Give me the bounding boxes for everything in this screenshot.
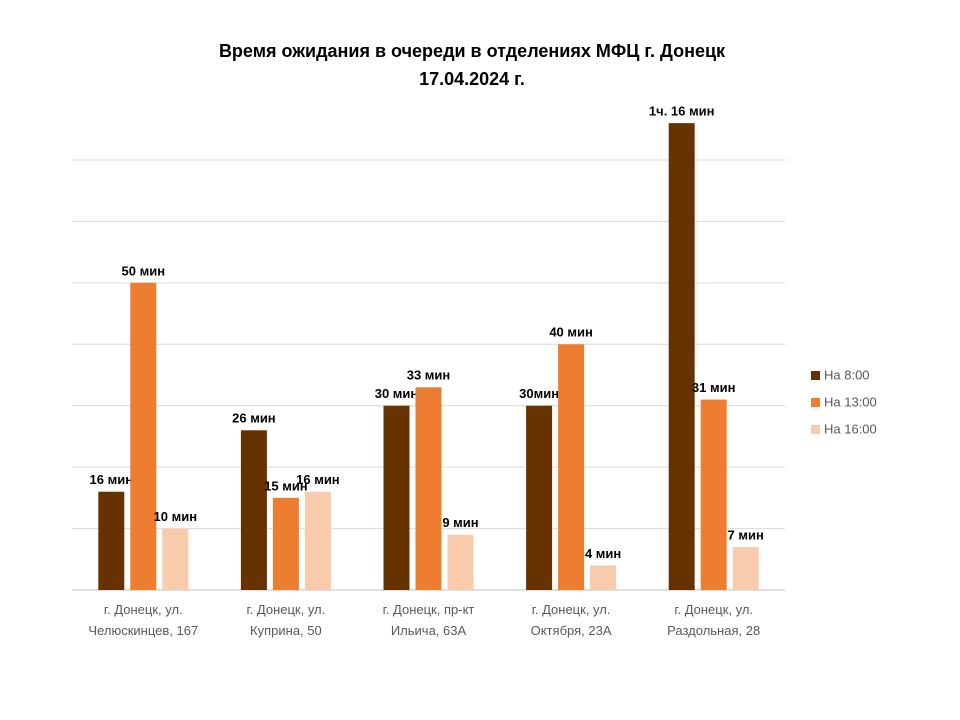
bar (668, 123, 695, 591)
chart-title: Время ожидания в очереди в отделениях МФ… (219, 41, 726, 61)
bar (304, 491, 331, 590)
bar (526, 405, 553, 590)
value-label: 40 мин (549, 325, 593, 340)
value-label: 15 мин (264, 478, 308, 493)
bar (732, 547, 759, 590)
x-tick-label: г. Донецк, ул. Куприна, 50 (247, 602, 326, 638)
bar (415, 387, 442, 590)
x-tick-label-line: г. Донецк, ул. (674, 602, 753, 617)
x-tick-label-line: г. Донецк, ул. (104, 602, 183, 617)
x-tick-label-line: Раздольная, 28 (667, 623, 760, 638)
value-label: 1ч. 16 мин (649, 104, 715, 119)
bar (272, 497, 299, 590)
x-tick-label-line: г. Донецк, ул. (532, 602, 611, 617)
bar (447, 534, 474, 590)
value-label: 30мин (519, 386, 559, 401)
legend-swatch (811, 425, 820, 434)
value-label: 10 мин (154, 509, 198, 524)
value-label: 16 мин (296, 472, 340, 487)
x-tick-label-line: г. Донецк, ул. (247, 602, 326, 617)
value-label: 4 мин (585, 546, 621, 561)
x-tick-label-line: г. Донецк, пр-кт (383, 602, 475, 617)
legend-swatch (811, 371, 820, 380)
bar (590, 565, 617, 590)
bar (98, 491, 125, 590)
bar (162, 528, 189, 590)
legend-label: На 13:00 (824, 394, 877, 409)
x-tick-label: г. Донецк, ул. Челюскинцев, 167 (88, 602, 198, 638)
legend-label: На 8:00 (824, 367, 870, 382)
x-tick-label: г. Донецк, пр-кт Ильича, 63А (383, 602, 475, 638)
value-label: 7 мин (728, 527, 764, 542)
value-label: 16 мин (90, 472, 134, 487)
value-label: 26 мин (232, 411, 276, 426)
bar (700, 399, 727, 590)
value-label: 30 мин (375, 386, 419, 401)
bar (130, 282, 157, 590)
value-label: 33 мин (407, 368, 451, 383)
legend-label: На 16:00 (824, 421, 877, 436)
x-tick-label-line: Октября, 23А (531, 623, 612, 638)
bar (558, 344, 585, 590)
value-label: 9 мин (442, 515, 478, 530)
chart-subtitle: 17.04.2024 г. (419, 69, 525, 89)
x-tick-label-line: Челюскинцев, 167 (88, 623, 198, 638)
x-tick-label: г. Донецк, ул. Раздольная, 28 (667, 602, 760, 638)
x-tick-label-line: Куприна, 50 (250, 623, 322, 638)
x-tick-label: г. Донецк, ул. Октября, 23А (531, 602, 612, 638)
bar (240, 430, 267, 590)
value-label: 50 мин (122, 263, 166, 278)
legend-swatch (811, 398, 820, 407)
value-label: 31 мин (692, 380, 736, 395)
x-tick-label-line: Ильича, 63А (391, 623, 467, 638)
bar (383, 405, 410, 590)
